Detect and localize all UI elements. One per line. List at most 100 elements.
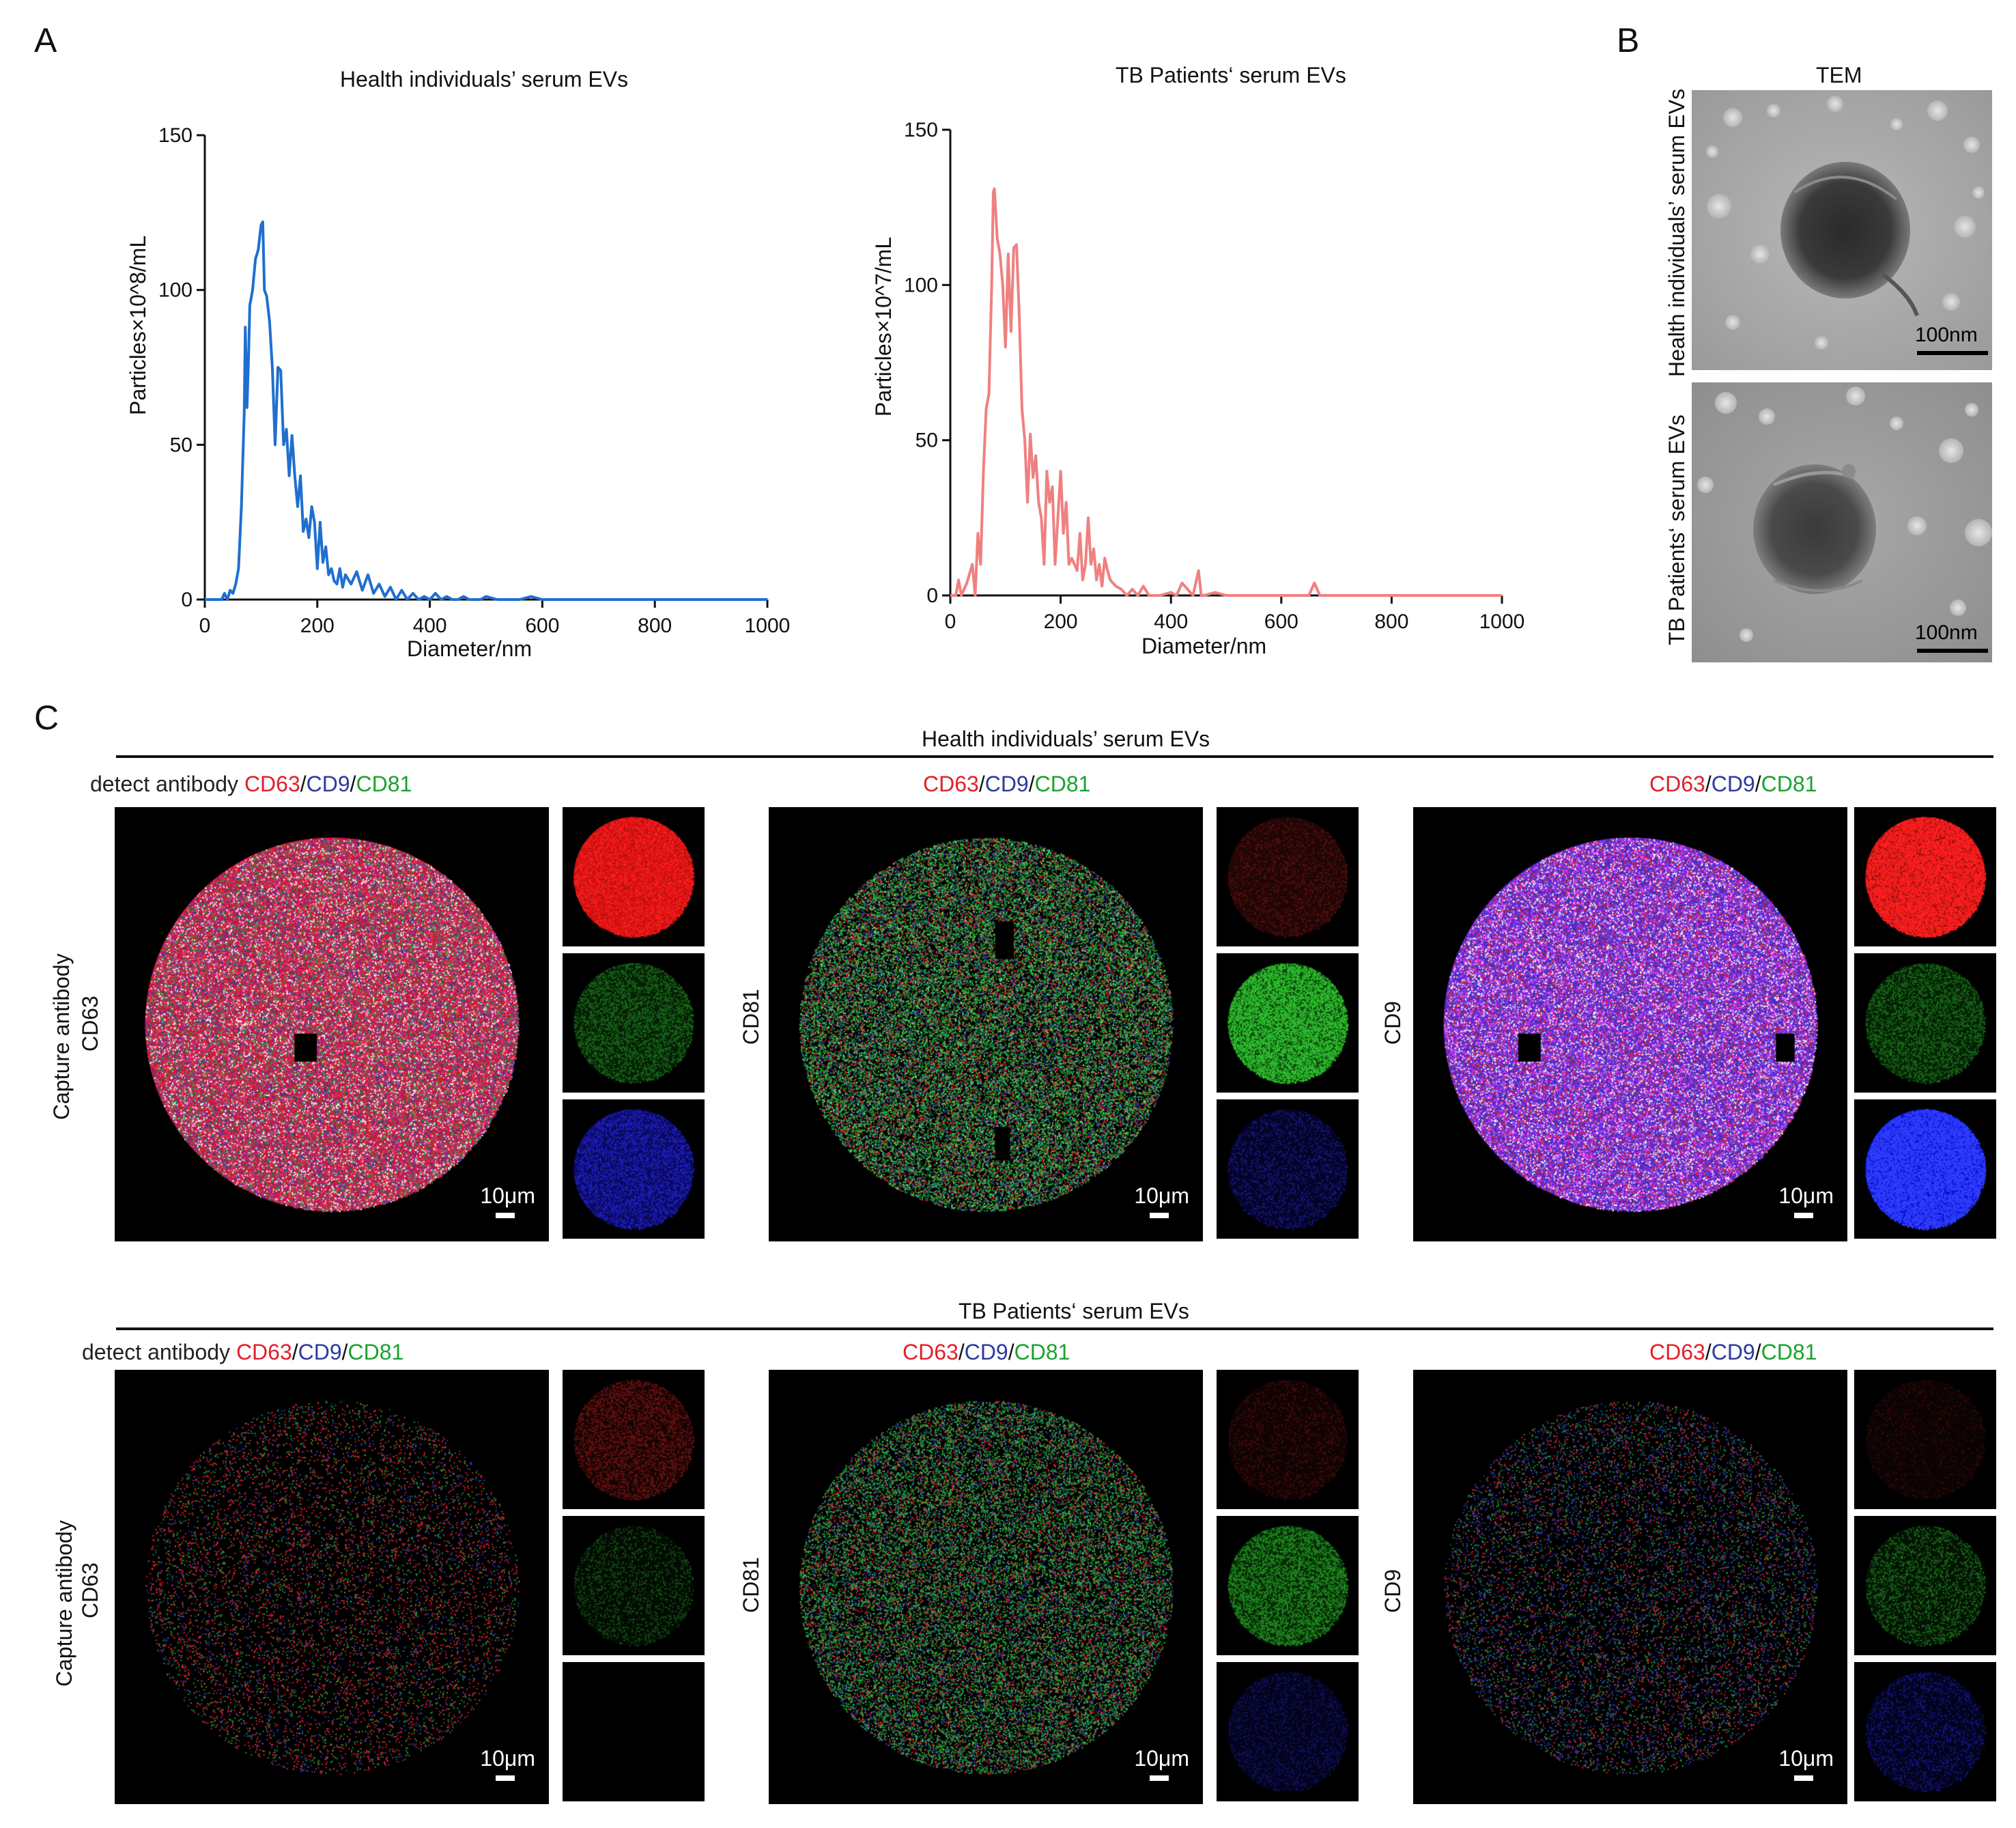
tb-cd9-channel-green-image xyxy=(1854,1516,1996,1655)
cd81-text: CD81 xyxy=(1014,1340,1070,1364)
tb-cd81-channel-red xyxy=(1217,1370,1359,1509)
tb-col2-label: CD63/CD9/CD81 xyxy=(903,1340,1070,1365)
tb-cd81-merged-image-image xyxy=(769,1370,1203,1804)
slash: / xyxy=(1755,1340,1761,1364)
slash: / xyxy=(350,772,356,796)
tb-cd9-merged-image-scale-bar xyxy=(1794,1775,1813,1781)
chart2-ylabel: Particles×10^7/mL xyxy=(871,236,896,417)
chart2-y-tick-label: 0 xyxy=(926,585,938,607)
tb-cd63-channel-blue xyxy=(563,1662,705,1801)
slash: / xyxy=(1755,772,1761,796)
tb-cd81-channel-green xyxy=(1217,1516,1359,1655)
healthy-cd63-channel-red-image xyxy=(563,807,705,946)
tb-cd81-channel-blue xyxy=(1217,1662,1359,1801)
cd9-text: CD9 xyxy=(1711,772,1755,796)
chart2-x-tick-label: 0 xyxy=(945,610,956,633)
tem-tb-label: TB Patients‘ serum EVs xyxy=(1664,414,1689,645)
tb-cd63-merged-image: 10μm xyxy=(115,1370,549,1804)
healthy-cd9-merged-image-scale-label: 10μm xyxy=(1778,1183,1834,1208)
tb-cd63-channel-blue-image xyxy=(563,1662,705,1801)
healthy-capture-label-2: CD63 xyxy=(78,996,102,1052)
cd81-text: CD81 xyxy=(1034,772,1091,796)
healthy-cd81-channel-red xyxy=(1217,807,1359,946)
healthy-cd81-channel-blue-image xyxy=(1217,1099,1359,1239)
tb-capture-label-1: Capture antibody xyxy=(52,1520,76,1687)
tb-detect-label: detect antibody CD63/CD9/CD81 xyxy=(82,1340,403,1365)
healthy-cd63-merged-image-scale-bar xyxy=(496,1213,515,1218)
tem-scale-bar-tb xyxy=(1917,649,1988,653)
tb-cd81-channel-red-image xyxy=(1217,1370,1359,1509)
panel-letter-a: A xyxy=(34,21,57,59)
tb-cd9-channel-red xyxy=(1854,1370,1996,1509)
healthy-cd9-merged-image-image xyxy=(1413,807,1847,1241)
tem-image-healthy xyxy=(1692,90,1992,370)
healthy-detect-label: detect antibody CD63/CD9/CD81 xyxy=(90,772,412,797)
chart1-y-tick-label: 100 xyxy=(158,279,193,302)
tb-cd63-channel-green xyxy=(563,1516,705,1655)
tb-cd81-merged-image-scale-bar xyxy=(1150,1775,1169,1781)
chart2-x-tick-label: 1000 xyxy=(1479,610,1525,633)
tb-cd63-channel-red xyxy=(563,1370,705,1509)
healthy-cd81-channel-red-image xyxy=(1217,807,1359,946)
healthy-col3-label: CD63/CD9/CD81 xyxy=(1649,772,1817,797)
tb-cd81-channel-green-image xyxy=(1217,1516,1359,1655)
tb-cd9-channel-red-image xyxy=(1854,1370,1996,1509)
chart2-y-tick-label: 150 xyxy=(904,119,938,141)
healthy-cd81-channel-blue xyxy=(1217,1099,1359,1239)
cd63-text: CD63 xyxy=(244,772,300,796)
tem-image-tb xyxy=(1692,382,1992,662)
tb-cd63-merged-image-scale-bar xyxy=(496,1775,515,1781)
chart1-y-tick-label: 50 xyxy=(170,434,193,456)
healthy-cd9-merged-image: 10μm xyxy=(1413,807,1847,1241)
cd63-text: CD63 xyxy=(1649,1340,1705,1364)
healthy-capture-label-1: Capture antibody xyxy=(49,953,74,1120)
cd9-text: CD9 xyxy=(984,772,1029,796)
chart1-title: Health individuals’ serum EVs xyxy=(340,67,629,92)
tem-scale-label-tb: 100nm xyxy=(1915,621,1978,644)
tb-grid-header: TB Patients‘ serum EVs xyxy=(959,1299,1189,1323)
chart2-x-tick-label: 800 xyxy=(1374,610,1408,633)
healthy-cd81-merged-image-image xyxy=(769,807,1203,1241)
chart2-y-tick-label: 100 xyxy=(904,274,938,296)
healthy-row-label-cd81: CD81 xyxy=(739,989,763,1045)
tb-cd9-merged-image: 10μm xyxy=(1413,1370,1847,1804)
tb-cd81-merged-image-scale-label: 10μm xyxy=(1134,1746,1189,1771)
cd63-text: CD63 xyxy=(923,772,979,796)
cd9-text: CD9 xyxy=(298,1340,342,1364)
tem-title: TEM xyxy=(1816,63,1862,87)
chart2-x-tick-label: 400 xyxy=(1154,610,1188,633)
cd81-text: CD81 xyxy=(1761,772,1817,796)
detect-antibody-text: detect antibody xyxy=(90,772,239,796)
healthy-col2-label: CD63/CD9/CD81 xyxy=(923,772,1090,797)
detect-antibody-text: detect antibody xyxy=(82,1340,231,1364)
slash: / xyxy=(292,1340,298,1364)
tb-cd63-merged-image-image xyxy=(115,1370,549,1804)
tb-col3-label: CD63/CD9/CD81 xyxy=(1649,1340,1817,1365)
healthy-cd9-channel-green-image xyxy=(1854,953,1996,1093)
tb-cd63-channel-green-image xyxy=(563,1516,705,1655)
chart1-x-tick-label: 600 xyxy=(525,615,559,637)
cd9-text: CD9 xyxy=(1711,1340,1755,1364)
healthy-cd63-merged-image-image xyxy=(115,807,549,1241)
slash: / xyxy=(958,1340,965,1364)
chart1-x-tick-label: 800 xyxy=(638,615,672,637)
tb-row-label-cd9: CD9 xyxy=(1380,1569,1405,1613)
chart2-title: TB Patients‘ serum EVs xyxy=(1116,63,1346,87)
healthy-cd63-channel-blue xyxy=(563,1099,705,1239)
cd9-text: CD9 xyxy=(306,772,350,796)
healthy-header-rule xyxy=(116,755,1993,758)
healthy-cd9-channel-red xyxy=(1854,807,1996,946)
slash: / xyxy=(978,772,985,796)
slash: / xyxy=(1028,772,1035,796)
slash: / xyxy=(1705,772,1712,796)
slash: / xyxy=(1705,1340,1712,1364)
tb-cd81-merged-image: 10μm xyxy=(769,1370,1203,1804)
slash: / xyxy=(341,1340,348,1364)
healthy-cd63-merged-image: 10μm xyxy=(115,807,549,1241)
tb-cd63-merged-image-scale-label: 10μm xyxy=(480,1746,535,1771)
tem-scale-bar-healthy xyxy=(1917,351,1988,355)
healthy-row-label-cd9: CD9 xyxy=(1380,1000,1405,1045)
healthy-grid-header: Health individuals’ serum EVs xyxy=(922,727,1210,751)
cd63-text: CD63 xyxy=(1649,772,1705,796)
healthy-cd81-channel-green xyxy=(1217,953,1359,1093)
